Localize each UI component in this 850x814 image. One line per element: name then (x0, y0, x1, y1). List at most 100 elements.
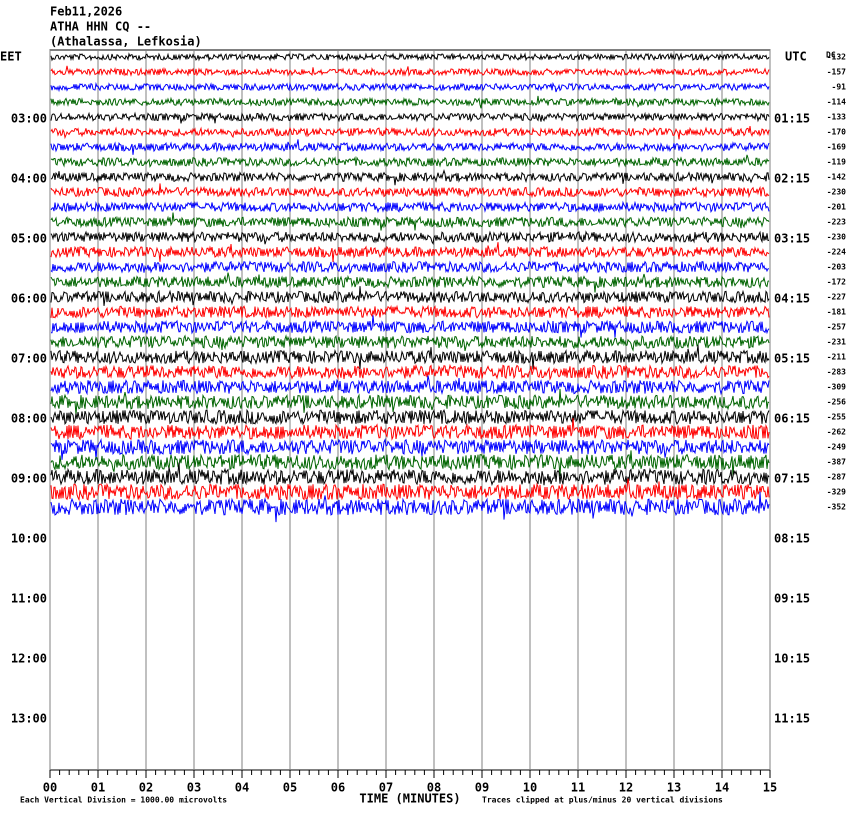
x-tick-label: 03 (187, 781, 201, 795)
x-tick-label: 02 (139, 781, 153, 795)
x-tick-label: 10 (523, 781, 537, 795)
dc-offset: -329 (827, 488, 846, 497)
left-time-label: 07:00 (11, 352, 47, 366)
right-time-label: 09:15 (774, 592, 810, 606)
dc-offset: -287 (827, 473, 846, 482)
dc-offset: -172 (827, 278, 846, 287)
trace (50, 417, 770, 441)
x-tick-label: 11 (571, 781, 585, 795)
dc-offset: -387 (827, 458, 846, 467)
trace (50, 491, 770, 523)
trace (50, 126, 770, 140)
trace (50, 363, 770, 381)
trace (50, 334, 770, 352)
dc-offset: -114 (827, 98, 846, 107)
x-tick-label: 00 (43, 781, 57, 795)
trace (50, 95, 770, 109)
right-time-label: 10:15 (774, 652, 810, 666)
trace (50, 154, 770, 168)
left-time-label: 11:00 (11, 592, 47, 606)
trace (50, 169, 770, 186)
left-time-label: 06:00 (11, 292, 47, 306)
trace (50, 212, 770, 231)
trace (51, 315, 770, 338)
dc-offset: -203 (827, 263, 846, 272)
dc-offset: -230 (827, 233, 846, 242)
dc-offset: -201 (827, 203, 846, 212)
trace (50, 344, 770, 370)
right-time-label: 02:15 (774, 172, 810, 186)
x-tick-label: 01 (91, 781, 105, 795)
right-time-label: 03:15 (774, 232, 810, 246)
trace (50, 52, 770, 62)
trace (50, 183, 770, 199)
dc-offset: -257 (827, 323, 846, 332)
trace (50, 408, 770, 426)
x-tick-label: 05 (283, 781, 297, 795)
left-time-label: 05:00 (11, 232, 47, 246)
footer-left: Each Vertical Division = 1000.00 microvo… (20, 795, 227, 805)
x-tick-label: 12 (619, 781, 633, 795)
dc-offset: -227 (827, 293, 846, 302)
header-date: Feb11,2026 (50, 5, 122, 19)
trace (50, 81, 770, 93)
dc-offset: -157 (827, 68, 846, 77)
dc-offset: -133 (827, 113, 846, 122)
right-time-label: 06:15 (774, 412, 810, 426)
dc-offset: -91 (832, 83, 847, 92)
trace (50, 437, 770, 460)
left-zone: EET (0, 50, 22, 64)
x-tick-label: 06 (331, 781, 345, 795)
dc-offset: -309 (827, 383, 846, 392)
dc-offset: -119 (827, 158, 846, 167)
x-axis-label: TIME (MINUTES) (359, 792, 460, 806)
dc-offset: -169 (827, 143, 846, 152)
dc-label: DC (826, 51, 836, 60)
trace (50, 139, 770, 155)
x-tick-label: 08 (427, 781, 441, 795)
footer-right: Traces clipped at plus/minus 20 vertical… (482, 795, 723, 805)
left-time-label: 12:00 (11, 652, 47, 666)
right-time-label: 05:15 (774, 352, 810, 366)
dc-offset: -170 (827, 128, 846, 137)
trace (50, 65, 770, 77)
dc-offset: -142 (827, 173, 846, 182)
dc-offset: -283 (827, 368, 846, 377)
dc-offset: -211 (827, 353, 846, 362)
left-time-label: 08:00 (11, 412, 47, 426)
dc-offset: -224 (827, 248, 846, 257)
x-tick-label: 07 (379, 781, 393, 795)
trace (50, 478, 770, 502)
trace (50, 200, 770, 214)
dc-offset: -256 (827, 398, 846, 407)
right-time-label: 04:15 (774, 292, 810, 306)
dc-offset: -249 (827, 443, 846, 452)
left-time-label: 03:00 (11, 112, 47, 126)
dc-offset: -352 (827, 503, 846, 512)
dc-offset: -230 (827, 188, 846, 197)
header-station: ATHA HHN CQ -- (50, 20, 151, 34)
trace (50, 242, 770, 263)
trace (50, 375, 770, 396)
dc-offset: -132 (827, 53, 846, 62)
left-time-label: 04:00 (11, 172, 47, 186)
plot-frame (49, 49, 771, 771)
right-time-label: 08:15 (774, 532, 810, 546)
trace (50, 111, 770, 124)
trace (50, 286, 770, 306)
left-time-label: 13:00 (11, 712, 47, 726)
left-time-label: 09:00 (11, 472, 47, 486)
trace (50, 304, 770, 320)
x-tick-label: 04 (235, 781, 249, 795)
trace (50, 388, 770, 415)
left-time-label: 10:00 (11, 532, 47, 546)
trace (50, 230, 770, 245)
right-zone: UTC (785, 50, 807, 64)
dc-offset: -223 (827, 218, 846, 227)
x-tick-label: 09 (475, 781, 489, 795)
trace (50, 260, 770, 275)
x-tick-label: 13 (667, 781, 681, 795)
right-time-label: 01:15 (774, 112, 810, 126)
dc-offset: -231 (827, 338, 846, 347)
